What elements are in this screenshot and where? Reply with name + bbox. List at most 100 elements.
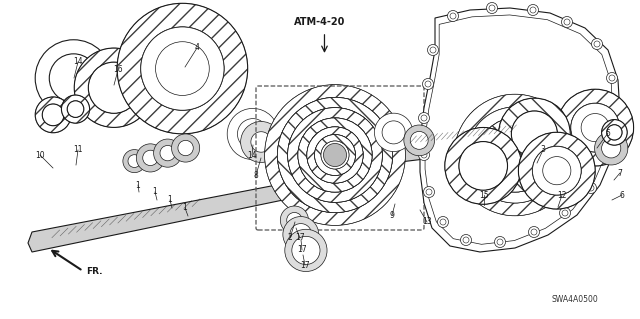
Text: 17: 17 [297,246,307,255]
Circle shape [467,107,563,203]
Text: FR.: FR. [86,266,102,276]
Circle shape [527,4,538,16]
Text: SWA4A0500: SWA4A0500 [552,294,598,303]
Circle shape [410,131,428,149]
Circle shape [74,48,154,127]
Circle shape [422,78,433,90]
Circle shape [430,47,436,53]
Circle shape [606,149,612,155]
Text: 15: 15 [479,190,489,199]
Text: 9: 9 [390,211,394,219]
Circle shape [287,212,302,228]
Circle shape [290,224,312,245]
Text: 3: 3 [541,145,545,154]
Circle shape [478,118,552,192]
Circle shape [277,97,392,212]
Circle shape [264,85,405,226]
Circle shape [419,150,429,160]
Circle shape [478,118,552,192]
Circle shape [285,229,327,271]
Circle shape [602,120,627,145]
Circle shape [123,150,146,173]
Circle shape [323,144,346,167]
Circle shape [438,217,449,227]
Circle shape [562,210,568,216]
Circle shape [463,237,469,243]
Circle shape [154,139,182,167]
Text: 7: 7 [618,168,623,177]
Circle shape [227,108,278,160]
Circle shape [530,7,536,13]
Circle shape [421,152,427,158]
Circle shape [611,109,621,121]
Circle shape [518,132,595,209]
Text: 1: 1 [182,204,188,212]
Circle shape [531,229,537,235]
Circle shape [428,44,438,56]
Circle shape [609,75,615,81]
Circle shape [280,206,308,234]
Circle shape [241,122,282,162]
Circle shape [532,146,581,195]
Circle shape [404,125,435,156]
Text: ATM-4-20: ATM-4-20 [294,17,346,27]
Text: 14: 14 [247,151,257,160]
Circle shape [419,113,429,123]
Circle shape [292,236,320,264]
Circle shape [35,97,71,133]
Circle shape [504,144,527,167]
Text: 10: 10 [35,151,45,160]
Circle shape [425,81,431,87]
Circle shape [559,207,570,219]
Text: 12: 12 [557,190,567,199]
Circle shape [35,40,112,116]
Circle shape [424,187,435,197]
Circle shape [586,182,596,194]
Circle shape [156,42,209,95]
Text: 5: 5 [605,129,611,137]
Circle shape [287,108,382,202]
Circle shape [49,54,98,102]
Circle shape [160,145,175,161]
Circle shape [561,17,573,27]
Circle shape [298,118,372,192]
Circle shape [489,5,495,11]
Polygon shape [28,132,516,252]
Text: 1: 1 [168,196,172,204]
Circle shape [495,236,506,248]
Circle shape [117,3,248,134]
Circle shape [374,113,413,152]
Circle shape [602,139,621,158]
Circle shape [447,11,458,21]
Circle shape [499,98,570,170]
Circle shape [490,130,541,181]
Circle shape [557,89,634,166]
Circle shape [378,150,402,174]
Circle shape [421,115,427,121]
Circle shape [594,41,600,47]
Circle shape [172,134,200,162]
Circle shape [581,114,609,142]
Circle shape [426,189,432,195]
Text: 16: 16 [113,65,123,75]
Circle shape [251,132,271,152]
Circle shape [382,154,398,170]
Circle shape [61,95,90,123]
Text: 8: 8 [253,170,259,180]
Polygon shape [420,8,620,252]
Circle shape [382,121,405,144]
Circle shape [529,226,540,238]
Circle shape [564,19,570,25]
Circle shape [461,234,472,246]
Circle shape [128,155,141,167]
Circle shape [499,139,531,171]
Circle shape [314,135,355,175]
Text: 14: 14 [73,57,83,66]
Circle shape [588,185,594,191]
Circle shape [445,128,522,204]
Text: 11: 11 [73,145,83,154]
Text: 1: 1 [136,181,140,189]
Circle shape [613,112,619,118]
Text: 1: 1 [152,188,157,197]
Circle shape [543,157,571,185]
